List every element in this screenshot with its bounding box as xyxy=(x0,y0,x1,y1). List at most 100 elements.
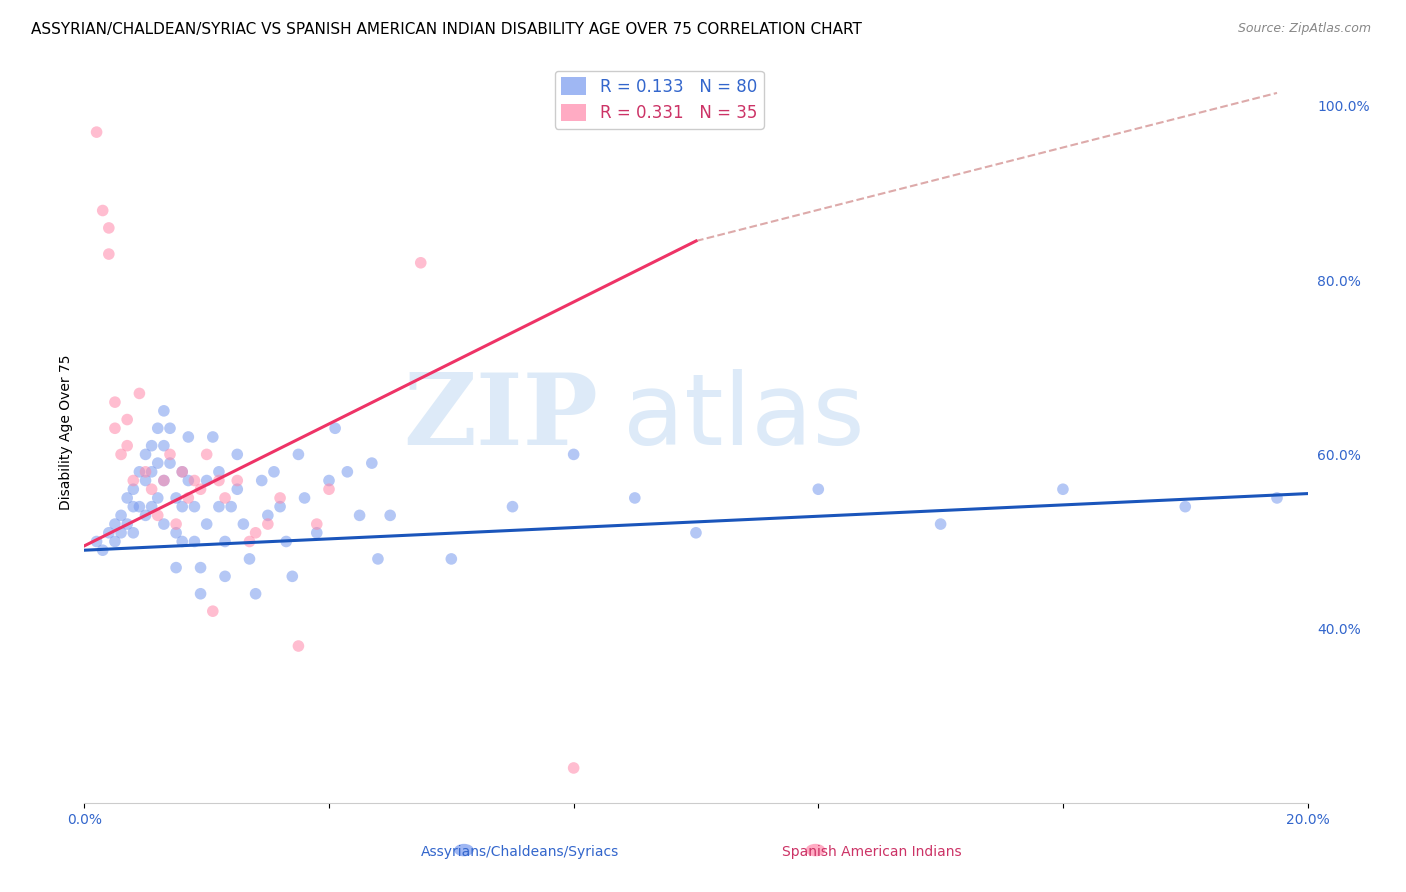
Point xyxy=(177,474,200,488)
Point xyxy=(929,517,952,532)
Point xyxy=(135,465,157,479)
Point xyxy=(97,221,120,235)
Point xyxy=(146,508,169,523)
Point xyxy=(318,482,340,496)
Point xyxy=(440,552,463,566)
Point xyxy=(97,525,120,540)
Point xyxy=(294,491,316,505)
Point xyxy=(214,569,236,583)
Point xyxy=(135,474,157,488)
Point xyxy=(1174,500,1197,514)
Point xyxy=(115,491,138,505)
Point xyxy=(195,474,218,488)
Point xyxy=(502,500,524,514)
Point xyxy=(281,569,304,583)
Point xyxy=(287,639,309,653)
Point xyxy=(104,421,127,435)
Point xyxy=(177,491,200,505)
Legend: R = 0.133   N = 80, R = 0.331   N = 35: R = 0.133 N = 80, R = 0.331 N = 35 xyxy=(555,70,763,128)
Point xyxy=(685,525,707,540)
Point xyxy=(232,517,254,532)
Point xyxy=(165,560,187,574)
Point xyxy=(97,247,120,261)
Point xyxy=(128,386,150,401)
Point xyxy=(226,474,249,488)
Point xyxy=(135,447,157,461)
Point xyxy=(153,439,176,453)
Point xyxy=(141,482,163,496)
Point xyxy=(201,604,224,618)
Point xyxy=(208,465,231,479)
Point xyxy=(146,421,169,435)
Point xyxy=(219,500,242,514)
Point xyxy=(86,534,108,549)
Point xyxy=(380,508,402,523)
Point xyxy=(238,552,260,566)
Point xyxy=(165,517,187,532)
Point xyxy=(183,534,205,549)
Point xyxy=(172,500,194,514)
Point xyxy=(201,430,224,444)
Text: Spanish American Indians: Spanish American Indians xyxy=(782,845,962,859)
Point xyxy=(562,447,585,461)
Text: Assyrians/Chaldeans/Syriacs: Assyrians/Chaldeans/Syriacs xyxy=(420,845,620,859)
Point xyxy=(153,404,176,418)
Point xyxy=(190,482,212,496)
Point xyxy=(214,491,236,505)
Point xyxy=(153,474,176,488)
Point xyxy=(104,517,127,532)
Point xyxy=(104,534,127,549)
Point xyxy=(208,474,231,488)
Point xyxy=(190,587,212,601)
Point xyxy=(183,474,205,488)
Point xyxy=(122,474,145,488)
Text: ZIP: ZIP xyxy=(404,369,598,467)
Point xyxy=(226,482,249,496)
Point xyxy=(122,500,145,514)
Point xyxy=(190,560,212,574)
Point xyxy=(367,552,389,566)
Point xyxy=(141,500,163,514)
Point xyxy=(146,491,169,505)
Point xyxy=(257,517,280,532)
Point xyxy=(245,525,267,540)
Point xyxy=(562,761,585,775)
Point xyxy=(807,482,830,496)
Point xyxy=(110,508,132,523)
Point xyxy=(91,543,114,558)
Point xyxy=(238,534,260,549)
Point xyxy=(257,508,280,523)
Y-axis label: Disability Age Over 75: Disability Age Over 75 xyxy=(59,355,73,510)
Point xyxy=(122,525,145,540)
Point xyxy=(115,517,138,532)
Point xyxy=(104,395,127,409)
Point xyxy=(305,517,328,532)
Point xyxy=(287,447,309,461)
Point xyxy=(269,500,291,514)
Point xyxy=(269,491,291,505)
Point xyxy=(183,500,205,514)
Point xyxy=(146,456,169,470)
Point xyxy=(349,508,371,523)
Point xyxy=(165,491,187,505)
Point xyxy=(135,508,157,523)
Point xyxy=(360,456,382,470)
Point xyxy=(159,456,181,470)
Point xyxy=(195,517,218,532)
Point xyxy=(91,203,114,218)
Point xyxy=(159,421,181,435)
Point xyxy=(141,439,163,453)
Point xyxy=(214,534,236,549)
Point xyxy=(115,439,138,453)
Point xyxy=(110,447,132,461)
Point xyxy=(165,525,187,540)
Point xyxy=(172,465,194,479)
Text: atlas: atlas xyxy=(623,369,865,467)
Point xyxy=(250,474,273,488)
Point xyxy=(305,525,328,540)
Point xyxy=(110,525,132,540)
Point xyxy=(245,587,267,601)
Point xyxy=(336,465,359,479)
Point xyxy=(195,447,218,461)
Point xyxy=(122,482,145,496)
